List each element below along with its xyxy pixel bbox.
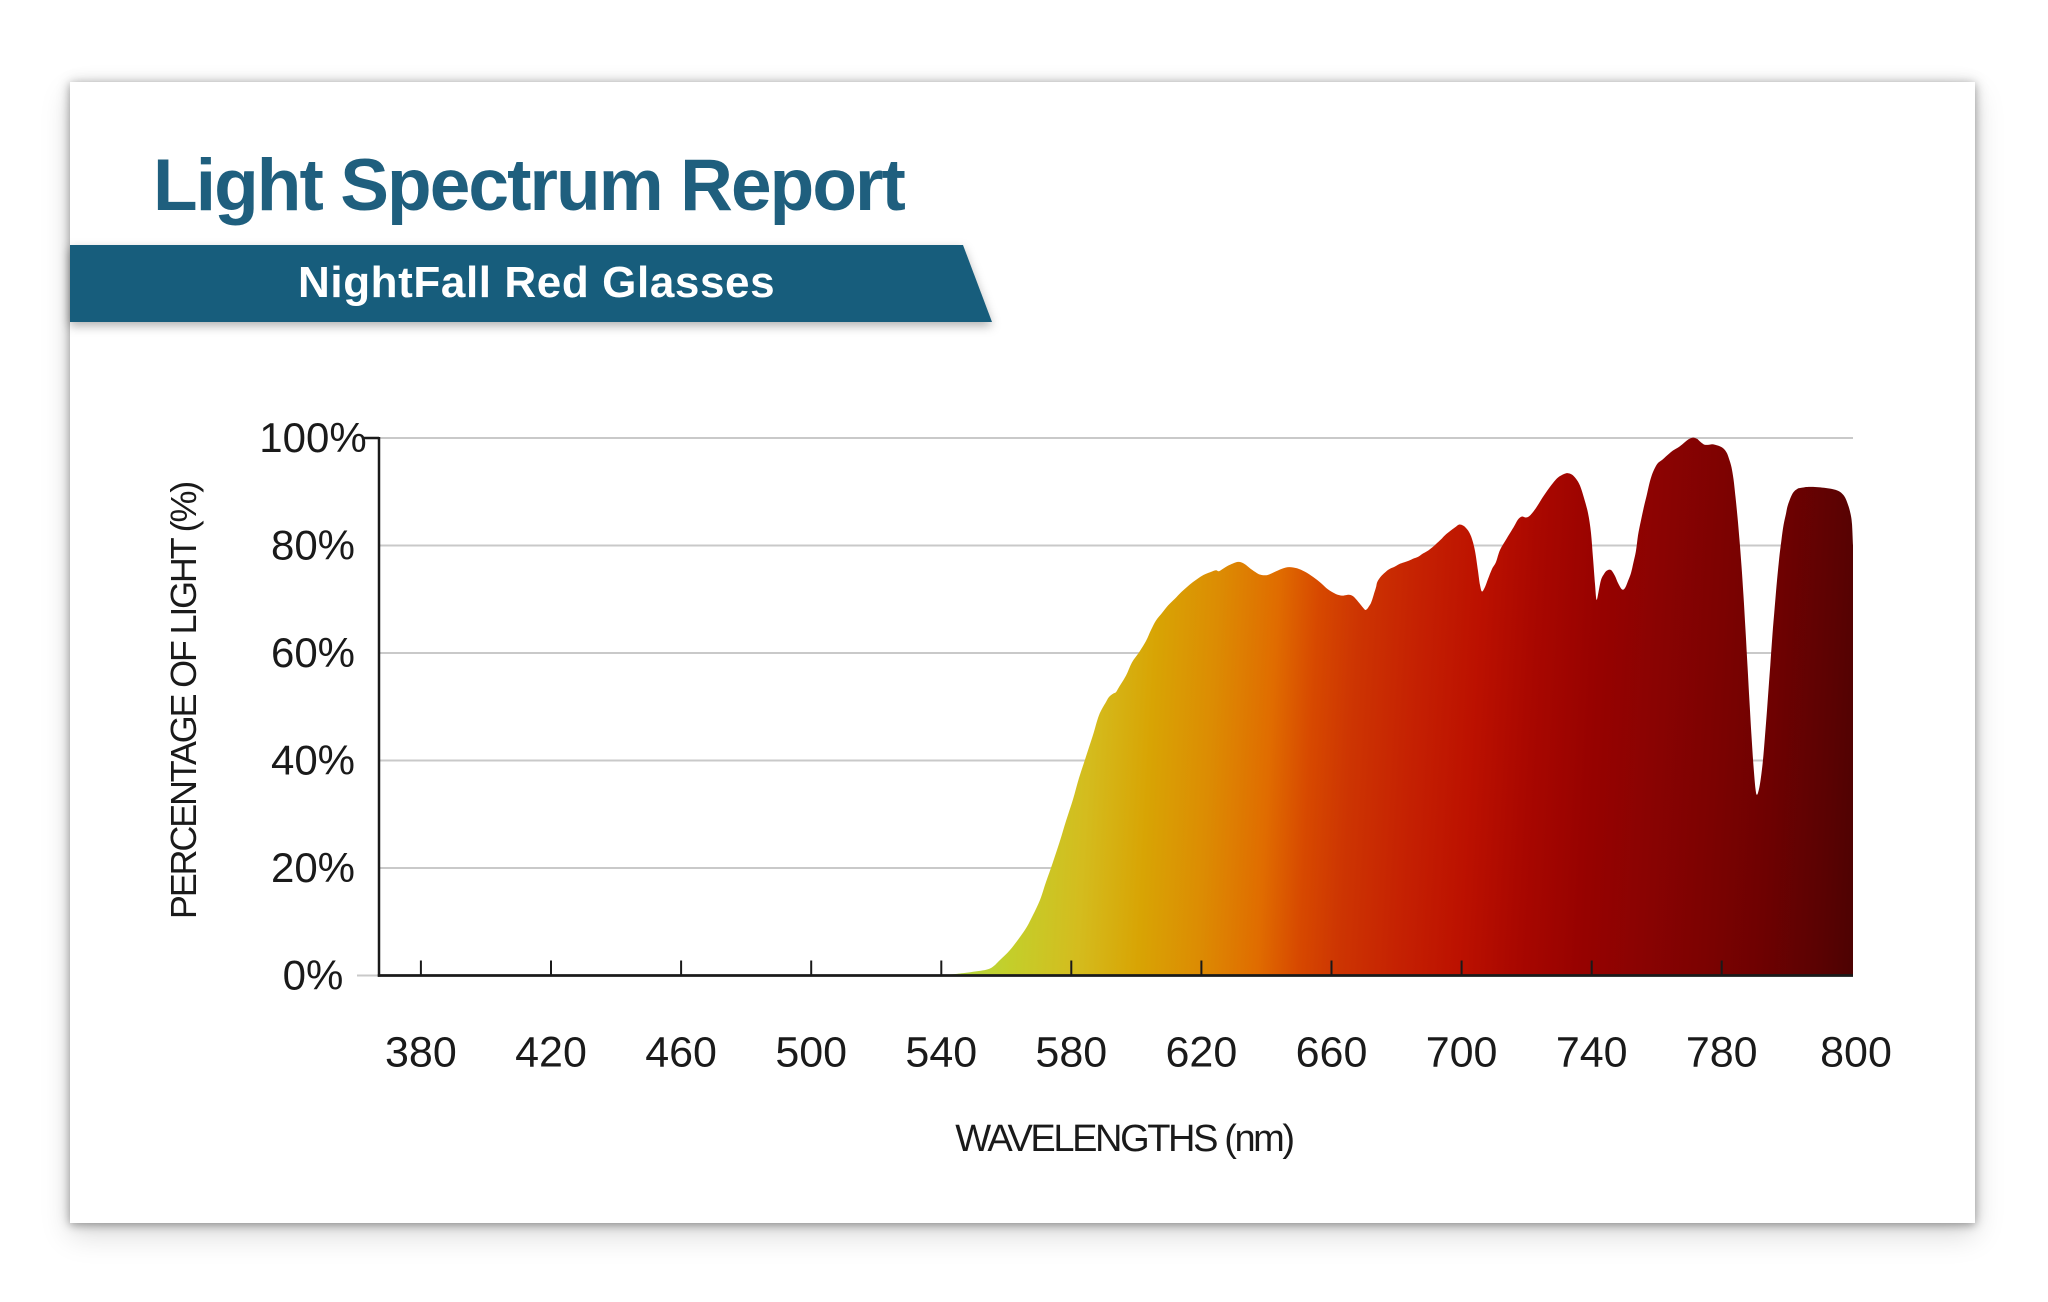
svg-text:780: 780 xyxy=(1686,1029,1758,1077)
svg-text:PERCENTAGE OF LIGHT (%): PERCENTAGE OF LIGHT (%) xyxy=(163,483,204,919)
svg-text:40%: 40% xyxy=(271,737,355,784)
svg-text:660: 660 xyxy=(1296,1029,1368,1077)
svg-text:500: 500 xyxy=(775,1029,847,1077)
svg-text:20%: 20% xyxy=(271,844,355,891)
svg-text:620: 620 xyxy=(1166,1029,1238,1077)
svg-text:420: 420 xyxy=(515,1029,587,1077)
svg-text:540: 540 xyxy=(905,1029,977,1077)
svg-text:580: 580 xyxy=(1035,1029,1107,1077)
svg-text:800: 800 xyxy=(1820,1029,1892,1077)
svg-text:60%: 60% xyxy=(271,629,355,676)
svg-text:380: 380 xyxy=(385,1029,457,1077)
svg-text:700: 700 xyxy=(1426,1029,1498,1077)
svg-text:80%: 80% xyxy=(271,522,355,569)
svg-text:740: 740 xyxy=(1556,1029,1628,1077)
svg-text:0%: 0% xyxy=(283,952,344,999)
svg-text:WAVELENGTHS (nm): WAVELENGTHS (nm) xyxy=(955,1118,1293,1160)
svg-text:100%: 100% xyxy=(259,414,366,461)
svg-text:460: 460 xyxy=(645,1029,717,1077)
